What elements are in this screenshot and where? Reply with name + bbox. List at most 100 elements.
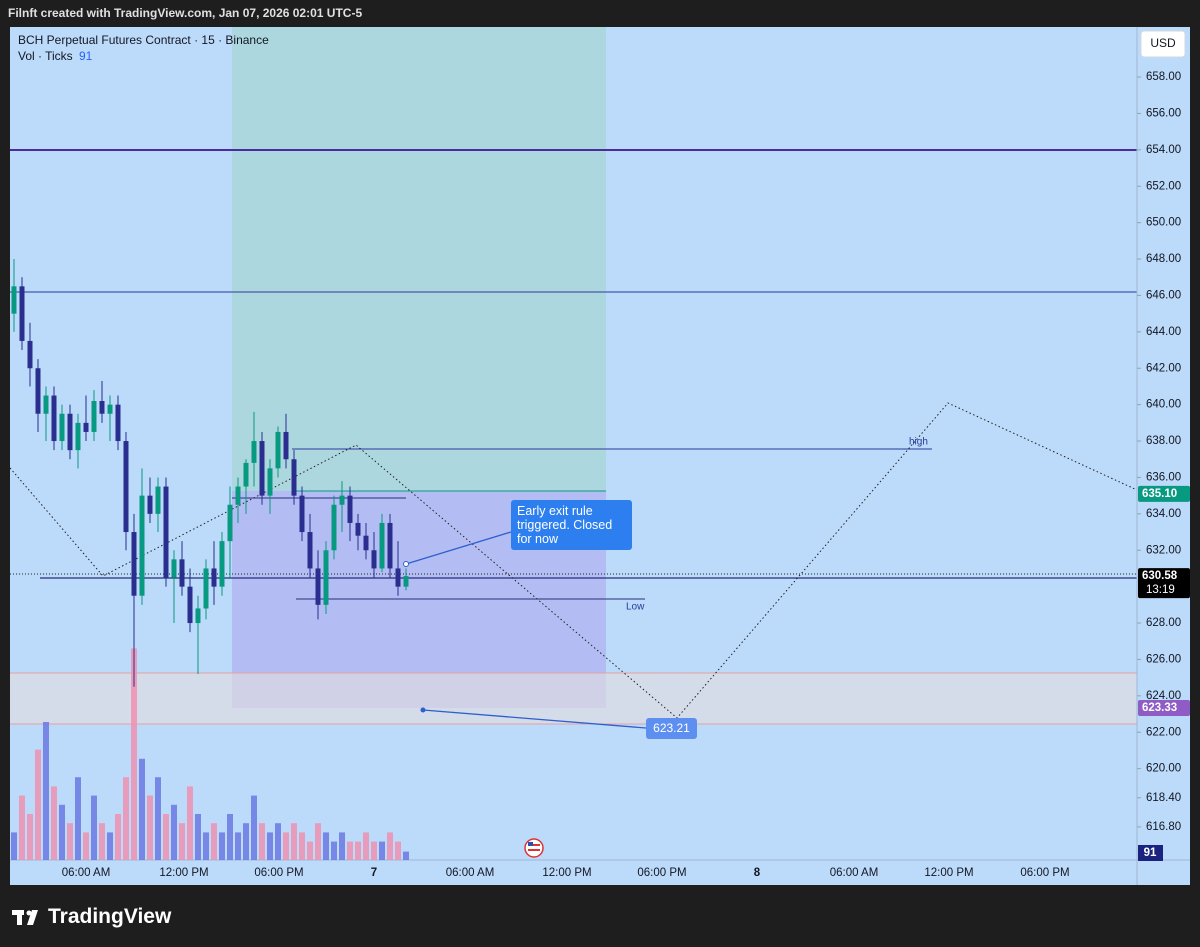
support-zone — [10, 673, 1137, 724]
volume-legend: Vol · Ticks — [18, 49, 73, 63]
candle-body — [299, 495, 305, 533]
x-tick-label: 12:00 PM — [542, 867, 591, 879]
volume-bar — [67, 823, 73, 860]
candle-body — [35, 368, 41, 414]
volume-bar — [83, 832, 89, 860]
volume-bar — [363, 832, 369, 860]
candle-body — [235, 486, 241, 505]
candle-body — [155, 486, 161, 514]
volume-bar — [243, 823, 249, 860]
volume-bar — [139, 758, 145, 860]
candle-body — [107, 404, 113, 414]
x-tick-label: 06:00 PM — [1020, 867, 1069, 879]
y-tick-label: 638.00 — [1146, 435, 1181, 447]
y-tick-label: 646.00 — [1146, 289, 1181, 301]
volume-tag-label: 91 — [1144, 847, 1157, 859]
y-tick-label: 650.00 — [1146, 217, 1181, 229]
volume-bar — [307, 841, 313, 860]
candle-body — [275, 431, 281, 469]
y-tick-label: 634.00 — [1146, 508, 1181, 520]
candle-body — [99, 401, 105, 414]
y-tick-label: 616.80 — [1146, 821, 1181, 833]
low-label: Low — [626, 602, 645, 613]
currency[interactable]: USD — [1150, 36, 1176, 50]
y-tick-label: 658.00 — [1146, 71, 1181, 83]
x-tick-label: 06:00 AM — [446, 867, 495, 879]
candle-body — [27, 340, 33, 369]
target-connector — [422, 709, 647, 729]
volume-bar — [203, 832, 209, 860]
volume-bar — [347, 841, 353, 860]
volume-bar — [291, 823, 297, 860]
currency-box[interactable] — [1140, 30, 1186, 58]
profit-zone — [232, 27, 606, 491]
volume-bar — [19, 795, 25, 860]
y-tick-label: 632.00 — [1146, 544, 1181, 556]
candle-body — [83, 422, 89, 432]
high-label: high — [909, 437, 928, 448]
candle-body — [403, 576, 409, 587]
candle-body — [371, 550, 377, 569]
volume-bar — [43, 722, 49, 860]
candle-body — [355, 522, 361, 536]
volume-bar — [123, 777, 129, 860]
x-tick-label: 7 — [371, 867, 377, 879]
x-tick-label: 06:00 AM — [62, 867, 111, 879]
x-tick-label: 12:00 PM — [159, 867, 208, 879]
y-tick-label: 618.40 — [1146, 792, 1181, 804]
volume-bar — [115, 814, 121, 860]
candle-body — [219, 541, 225, 587]
candle-body — [179, 559, 185, 587]
volume-bar — [267, 832, 273, 860]
candle-body — [283, 431, 289, 460]
candle-body — [251, 441, 257, 463]
volume-bar — [275, 823, 281, 860]
volume-bar — [195, 814, 201, 860]
volume-bar — [99, 823, 105, 860]
candle-body — [307, 532, 313, 569]
volume-bar — [35, 749, 41, 860]
candle-body — [203, 568, 209, 609]
candle-body — [75, 422, 81, 451]
volume-bar — [155, 777, 161, 860]
price-tag-label: 635.10 — [1142, 488, 1177, 500]
callout-line — [405, 531, 512, 565]
volume-bar — [211, 823, 217, 860]
price-tag — [1138, 485, 1190, 502]
candle-body — [395, 568, 401, 587]
candle-body — [11, 286, 17, 314]
candle-body — [43, 395, 49, 414]
candle-body — [259, 441, 265, 496]
y-tick-label: 642.00 — [1146, 362, 1181, 374]
y-tick-label: 648.00 — [1146, 253, 1181, 265]
volume-bar — [51, 786, 57, 860]
candle-body — [323, 550, 329, 605]
event-flag[interactable] — [524, 838, 544, 858]
volume-bar — [283, 832, 289, 860]
y-tick-label: 640.00 — [1146, 399, 1181, 411]
countdown: 13:19 — [1146, 584, 1175, 596]
target-anchor — [420, 707, 426, 713]
volume-bar — [75, 777, 81, 860]
x-tick-label: 06:00 PM — [254, 867, 303, 879]
volume-bar — [299, 832, 305, 860]
volume-bar — [163, 814, 169, 860]
volume-bar — [131, 648, 137, 860]
candle-body — [139, 495, 145, 596]
volume-bar — [315, 823, 321, 860]
volume-legend-value: 91 — [79, 49, 93, 63]
price-tag — [1138, 700, 1190, 717]
volume-bar — [235, 832, 241, 860]
volume-bar — [219, 832, 225, 860]
volume-bar — [259, 823, 265, 860]
symbol-legend: BCH Perpetual Futures Contract · 15 · Bi… — [18, 33, 269, 47]
candle-body — [379, 522, 385, 569]
price-tag — [1138, 568, 1190, 599]
x-tick-label: 06:00 AM — [830, 867, 879, 879]
candle-body — [243, 462, 249, 487]
volume-bar — [227, 814, 233, 860]
candle-body — [363, 535, 369, 551]
candle-body — [267, 468, 273, 496]
x-tick-label: 06:00 PM — [637, 867, 686, 879]
